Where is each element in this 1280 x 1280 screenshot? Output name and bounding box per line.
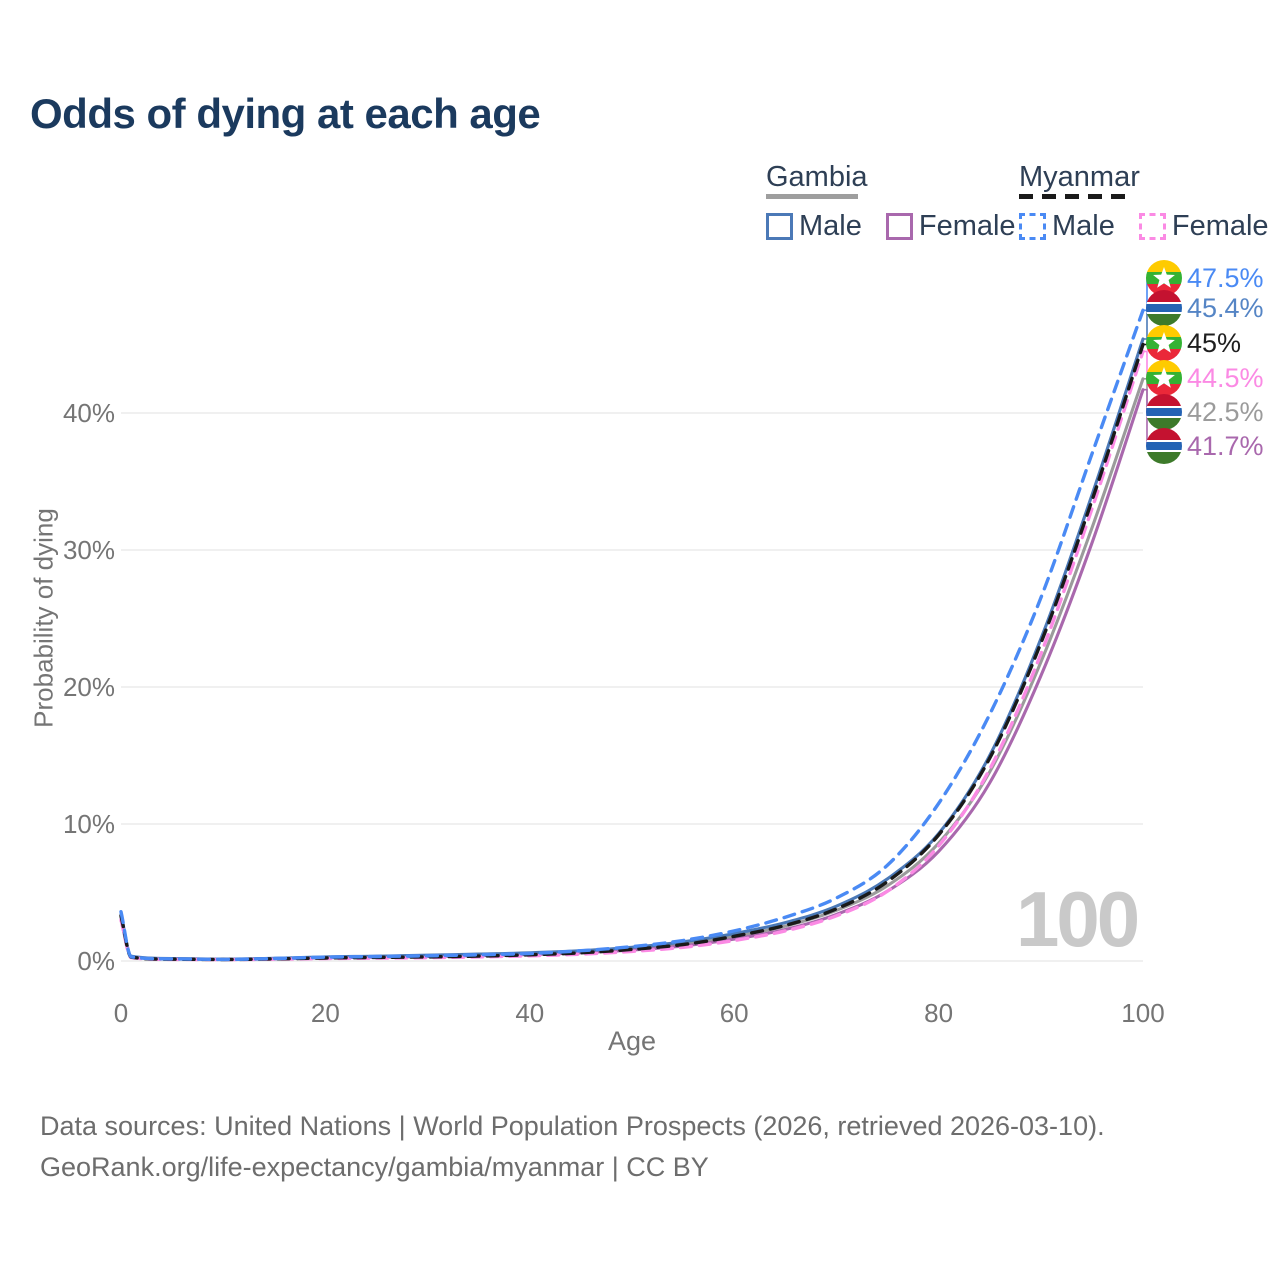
- gambia-line-style-sample: [766, 194, 858, 199]
- y-tick-30pct: 30%: [62, 535, 115, 565]
- series-line-myanmar-male: [119, 308, 1145, 962]
- footer: Data sources: United Nations | World Pop…: [40, 1106, 1105, 1188]
- gambia-female-swatch-icon: [885, 213, 913, 240]
- end-label-41.7pct: 41.7%: [1146, 427, 1264, 465]
- y-axis-title: Probability of dying: [28, 508, 59, 728]
- legend-label: Male: [1052, 210, 1115, 242]
- legend-item-myanmar-male[interactable]: Male: [1019, 210, 1115, 243]
- x-tick-0: 0: [113, 998, 129, 1028]
- series-line-myanmar-female: [119, 349, 1145, 962]
- legend-item-gambia-male[interactable]: Male: [766, 210, 862, 243]
- end-label-value: 42.5%: [1187, 396, 1264, 427]
- legend-label: Female: [918, 210, 1016, 242]
- series-line-myanmar-overall: [119, 342, 1145, 962]
- myanmar-male-swatch-icon: [1019, 213, 1046, 240]
- x-axis-title: Age: [607, 1026, 657, 1056]
- age-counter-watermark: 100: [1016, 875, 1140, 963]
- legend-label: Female: [1171, 210, 1269, 242]
- x-tick-100: 100: [1121, 998, 1165, 1028]
- end-label-value: 44.5%: [1187, 362, 1264, 393]
- end-label-value: 45%: [1187, 327, 1242, 358]
- legend-item-gambia-female[interactable]: Female: [885, 210, 1016, 243]
- x-tick-20: 20: [310, 998, 340, 1028]
- end-label-value: 45.4%: [1187, 292, 1264, 323]
- gambia-flag-icon: [1146, 394, 1182, 430]
- myanmar-flag-icon: [1146, 360, 1182, 396]
- gambia-flag-icon: [1146, 428, 1182, 464]
- legend-group-gambia: Gambia Male Female: [766, 162, 1016, 243]
- y-tick-40pct: 40%: [62, 398, 115, 428]
- end-label-value: 41.7%: [1187, 430, 1264, 461]
- y-tick-10pct: 10%: [62, 809, 115, 839]
- x-tick-80: 80: [924, 998, 954, 1028]
- end-label-44.5pct: 44.5%: [1146, 359, 1264, 397]
- footer-attribution[interactable]: GeoRank.org/life-expectancy/gambia/myanm…: [40, 1152, 709, 1182]
- legend-gambia-title: Gambia: [766, 161, 868, 193]
- end-label-45.4pct: 45.4%: [1146, 289, 1264, 327]
- y-tick-20pct: 20%: [62, 672, 115, 702]
- y-tick-0pct: 0%: [77, 946, 115, 976]
- legend-item-myanmar-female[interactable]: Female: [1138, 210, 1269, 243]
- x-tick-40: 40: [515, 998, 545, 1028]
- end-label-42.5pct: 42.5%: [1146, 393, 1264, 431]
- myanmar-flag-icon: [1146, 325, 1182, 361]
- page-title: Odds of dying at each age: [30, 90, 541, 137]
- legend-group-myanmar: Myanmar Male Female: [1019, 162, 1269, 243]
- series-line-gambia-male: [119, 337, 1145, 961]
- myanmar-line-style-sample: [1019, 194, 1131, 199]
- series-line-gambia-female: [119, 388, 1145, 961]
- gambia-male-swatch-icon: [766, 213, 793, 240]
- end-label-45pct: 45%: [1146, 324, 1241, 362]
- footer-sources: Data sources: United Nations | World Pop…: [40, 1111, 1105, 1141]
- legend-label: Male: [799, 210, 862, 242]
- gambia-flag-icon: [1146, 290, 1182, 326]
- end-label-value: 47.5%: [1187, 262, 1264, 293]
- legend-myanmar-title: Myanmar: [1019, 161, 1140, 193]
- series-line-gambia-overall: [119, 377, 1145, 961]
- x-tick-60: 60: [719, 998, 749, 1028]
- myanmar-female-swatch-icon: [1138, 213, 1166, 240]
